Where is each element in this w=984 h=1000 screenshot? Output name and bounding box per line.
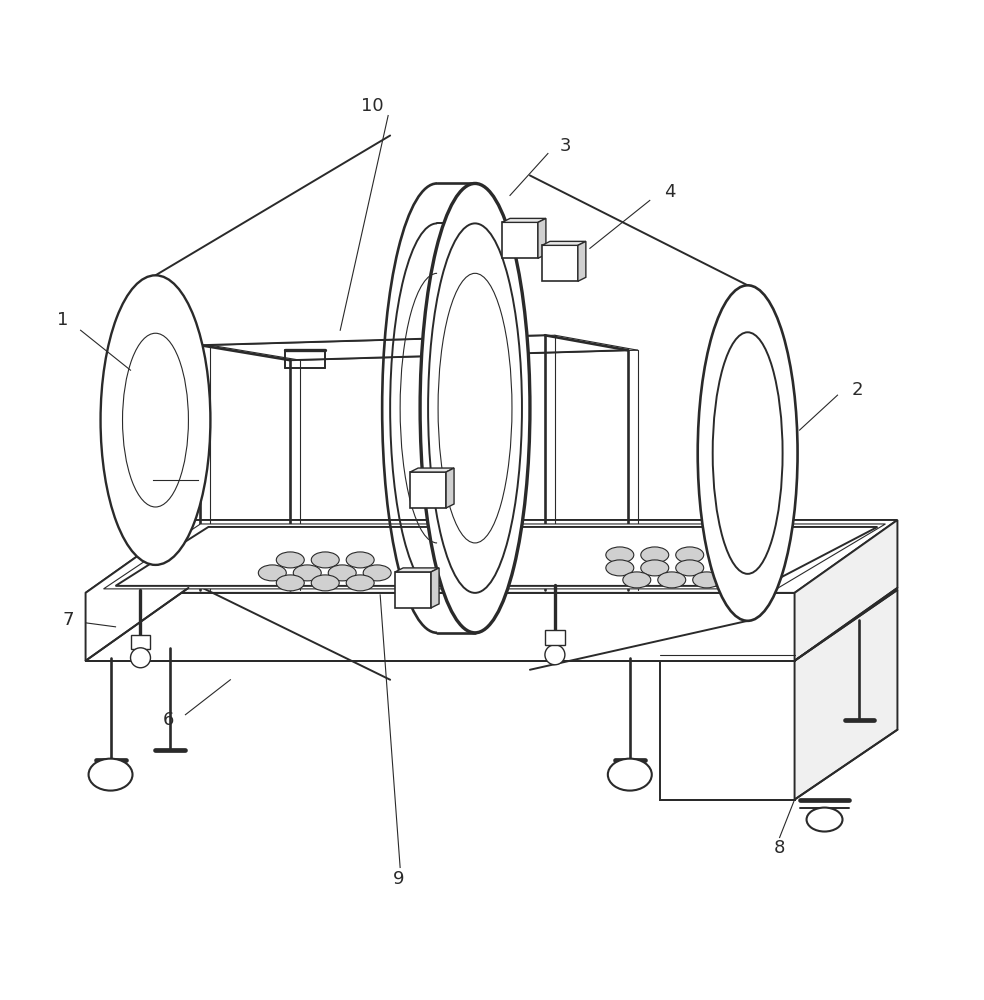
Ellipse shape	[123, 333, 188, 507]
Ellipse shape	[259, 565, 286, 581]
Ellipse shape	[641, 547, 669, 563]
Ellipse shape	[311, 575, 339, 591]
Polygon shape	[502, 222, 538, 258]
Ellipse shape	[606, 547, 634, 563]
Polygon shape	[545, 630, 565, 645]
Ellipse shape	[346, 575, 374, 591]
Ellipse shape	[363, 565, 392, 581]
Ellipse shape	[676, 560, 704, 576]
Ellipse shape	[311, 552, 339, 568]
Ellipse shape	[131, 648, 151, 668]
Polygon shape	[396, 572, 431, 608]
Ellipse shape	[676, 547, 704, 563]
Polygon shape	[446, 468, 454, 508]
Ellipse shape	[420, 183, 530, 633]
Ellipse shape	[89, 759, 133, 791]
Text: 5: 5	[130, 471, 142, 489]
Text: 9: 9	[393, 870, 403, 888]
Polygon shape	[115, 527, 878, 586]
Polygon shape	[578, 241, 585, 281]
Ellipse shape	[623, 572, 650, 588]
Ellipse shape	[277, 552, 304, 568]
Polygon shape	[542, 241, 585, 245]
Ellipse shape	[807, 808, 842, 832]
Ellipse shape	[100, 275, 211, 565]
Polygon shape	[131, 635, 151, 649]
Polygon shape	[410, 468, 454, 472]
Ellipse shape	[293, 565, 321, 581]
Ellipse shape	[657, 572, 686, 588]
Polygon shape	[86, 593, 794, 661]
Ellipse shape	[545, 645, 565, 665]
Ellipse shape	[329, 565, 356, 581]
Ellipse shape	[438, 273, 512, 543]
Ellipse shape	[712, 332, 782, 574]
Ellipse shape	[606, 560, 634, 576]
Polygon shape	[794, 590, 897, 800]
Text: 2: 2	[852, 381, 863, 399]
Polygon shape	[103, 524, 886, 589]
Ellipse shape	[746, 547, 773, 563]
Ellipse shape	[428, 223, 522, 593]
Polygon shape	[538, 218, 546, 258]
Text: 8: 8	[773, 839, 785, 857]
Polygon shape	[431, 568, 439, 608]
Text: 3: 3	[560, 137, 572, 155]
Polygon shape	[794, 520, 897, 661]
Polygon shape	[502, 218, 546, 222]
Text: 6: 6	[162, 711, 174, 729]
Ellipse shape	[710, 547, 739, 563]
Text: 7: 7	[63, 611, 75, 629]
Polygon shape	[542, 245, 578, 281]
Ellipse shape	[710, 560, 739, 576]
Polygon shape	[86, 520, 188, 661]
Ellipse shape	[746, 560, 773, 576]
Polygon shape	[86, 520, 897, 593]
Text: 1: 1	[57, 311, 68, 329]
Ellipse shape	[277, 575, 304, 591]
Ellipse shape	[346, 552, 374, 568]
Polygon shape	[410, 472, 446, 508]
Ellipse shape	[641, 560, 669, 576]
Polygon shape	[659, 661, 794, 800]
Ellipse shape	[693, 572, 720, 588]
Text: 4: 4	[664, 183, 675, 201]
Text: 10: 10	[361, 97, 384, 115]
Polygon shape	[396, 568, 439, 572]
Ellipse shape	[608, 759, 651, 791]
Ellipse shape	[698, 285, 798, 621]
